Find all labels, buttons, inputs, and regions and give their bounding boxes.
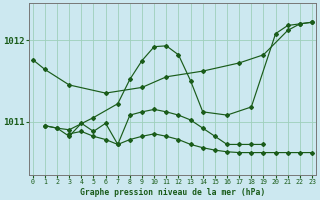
X-axis label: Graphe pression niveau de la mer (hPa): Graphe pression niveau de la mer (hPa) [80, 188, 265, 197]
